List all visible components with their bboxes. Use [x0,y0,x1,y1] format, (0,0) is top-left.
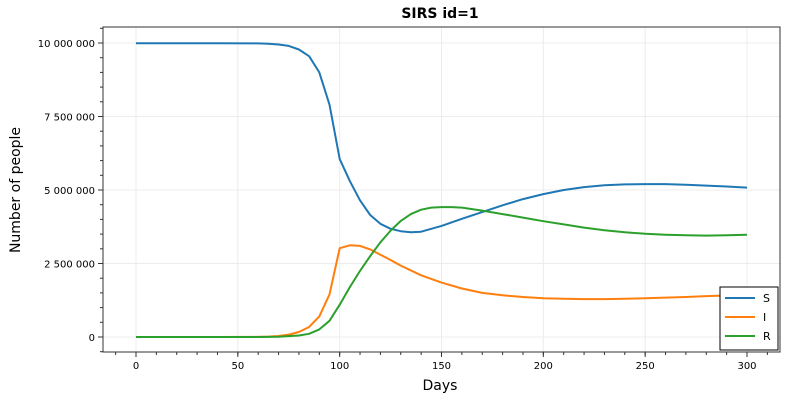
y-tick-label: 5 000 000 [44,186,95,197]
x-tick-label: 200 [534,361,553,372]
x-tick-label: 300 [737,361,756,372]
y-tick-label: 2 500 000 [44,260,95,271]
legend-label-r: R [763,330,771,343]
x-tick-label: 100 [330,361,349,372]
y-axis-title: Number of people [8,127,24,253]
x-tick-label: 150 [432,361,451,372]
grid [103,27,780,352]
chart-title: SIRS id=1 [401,6,478,22]
legend-label-i: I [763,311,766,324]
legend-label-s: S [763,292,770,305]
x-tick-label: 250 [636,361,655,372]
x-tick-label: 0 [133,361,139,372]
series-line-i [136,244,748,338]
series-line-r [136,206,748,338]
y-tick-label: 10 000 000 [38,39,95,50]
legend: SIR [719,286,779,351]
x-axis-title: Days [423,378,458,394]
x-tick-label: 50 [231,361,244,372]
series-line-s [136,42,748,234]
axes-layer: 0 50 100 150 200 250 300 0 2 500 000 5 000 000 7 5… [38,27,768,372]
y-tick-label: 0 [89,333,95,344]
series-layer [136,42,748,338]
y-tick-label: 7 500 000 [44,113,95,124]
